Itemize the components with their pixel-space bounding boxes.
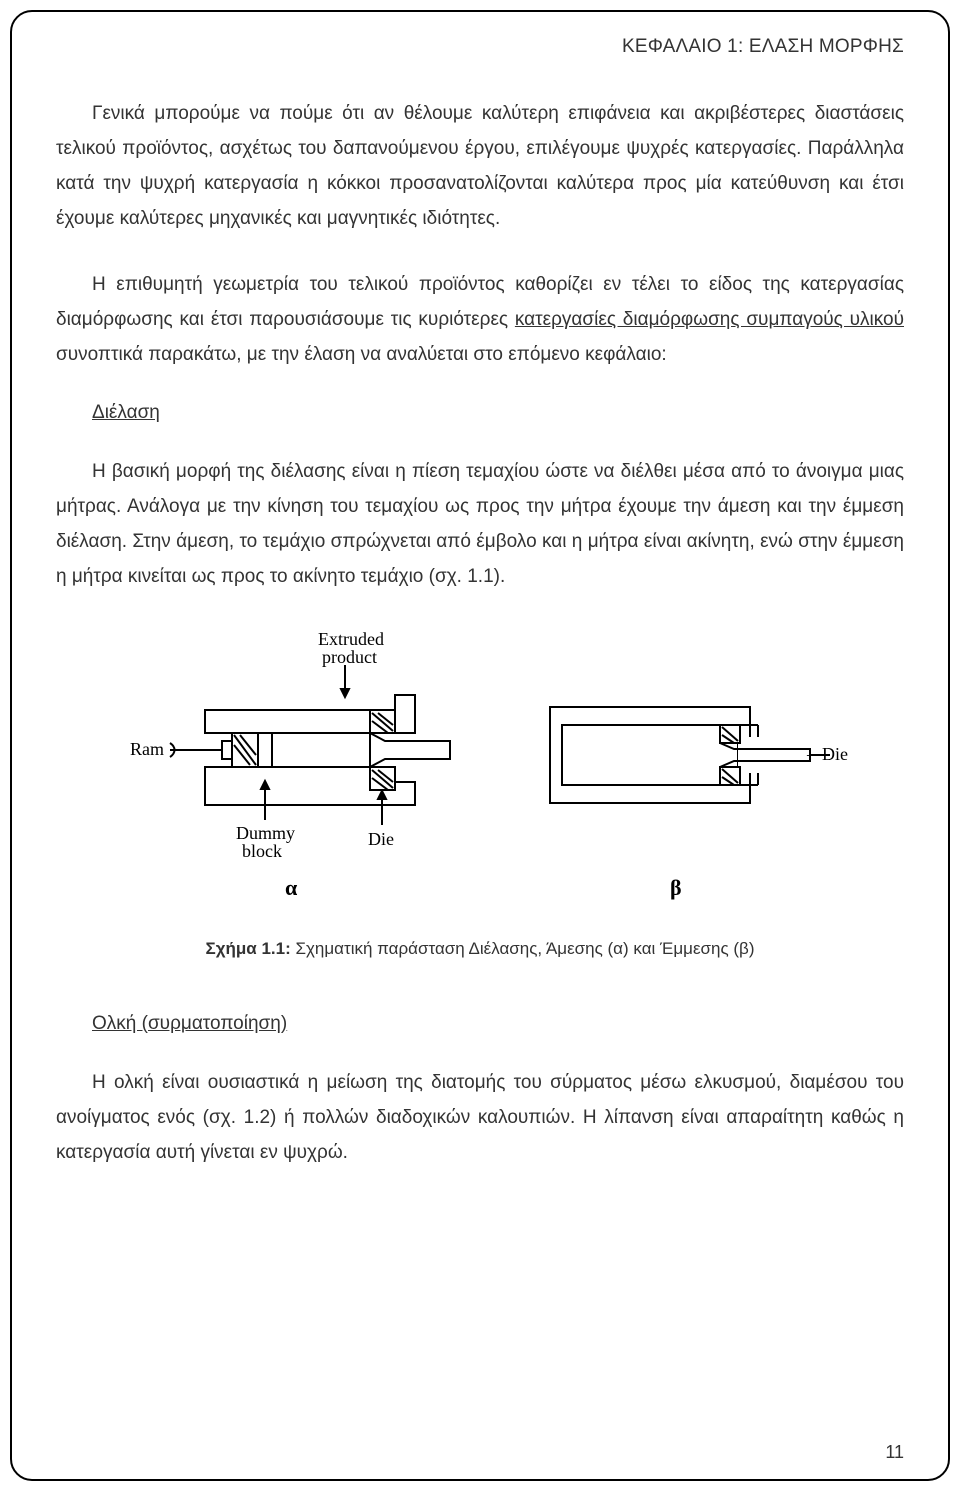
label-ram: Ram — [130, 739, 164, 759]
diagram-beta — [550, 707, 830, 803]
paragraph-4: Η ολκή είναι ουσιαστικά η μείωση της δια… — [56, 1065, 904, 1170]
paragraph-3-text: Η βασική μορφή της διέλασης είναι η πίεσ… — [56, 461, 904, 587]
label-alpha: α — [285, 875, 298, 900]
figure-1-1: Extruded product Ram Dummy block Die — D… — [110, 625, 850, 905]
paragraph-2: Η επιθυμητή γεωμετρία του τελικού προϊόν… — [56, 267, 904, 372]
label-dummy: Dummy — [236, 823, 295, 843]
paragraph-3: Η βασική μορφή της διέλασης είναι η πίεσ… — [56, 454, 904, 595]
label-die-right-text: Die — [822, 744, 848, 764]
extrusion-diagram: Extruded product Ram Dummy block Die — D… — [110, 625, 850, 905]
label-die-left: Die — [368, 829, 394, 849]
section-title-olki: Ολκή (συρματοποίηση) — [92, 1013, 904, 1035]
label-product: product — [322, 647, 377, 667]
label-beta: β — [670, 875, 682, 900]
paragraph-1-text: Γενικά μπορούμε να πούμε ότι αν θέλουμε … — [56, 103, 904, 229]
paragraph-2-underline: κατεργασίες διαμόρφωσης συμπαγούς υλικού — [515, 309, 904, 330]
paragraph-1: Γενικά μπορούμε να πούμε ότι αν θέλουμε … — [56, 96, 904, 237]
label-extruded: Extruded — [318, 629, 384, 649]
paragraph-4-text: Η ολκή είναι ουσιαστικά η μείωση της δια… — [56, 1072, 904, 1163]
diagram-alpha — [170, 665, 450, 825]
paragraph-2-text-b: συνοπτικά παρακάτω, με την έλαση να αναλ… — [56, 344, 667, 365]
page-frame: ΚΕΦΑΛΑΙΟ 1: ΕΛΑΣΗ ΜΟΡΦΗΣ Γενικά μπορούμε… — [10, 10, 950, 1481]
caption-text: Σχηματική παράσταση Διέλασης, Άμεσης (α)… — [291, 939, 755, 958]
label-block: block — [242, 841, 282, 861]
chapter-header: ΚΕΦΑΛΑΙΟ 1: ΕΛΑΣΗ ΜΟΡΦΗΣ — [56, 36, 904, 58]
figure-caption: Σχήμα 1.1: Σχηματική παράσταση Διέλασης,… — [56, 939, 904, 959]
caption-bold: Σχήμα 1.1: — [206, 939, 291, 958]
section-title-dielasi: Διέλαση — [92, 402, 904, 424]
page-number: 11 — [885, 1442, 904, 1463]
